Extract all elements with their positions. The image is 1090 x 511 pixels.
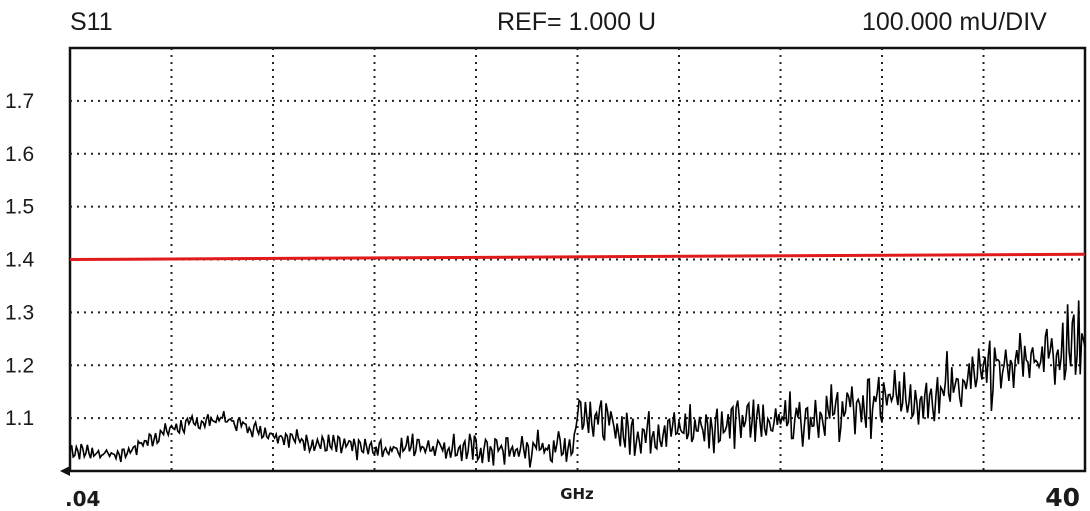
measured-trace <box>69 300 1086 468</box>
y-tick-label: 1.6 <box>5 143 34 166</box>
y-tick-label: 1.4 <box>5 249 35 272</box>
y-tick-label: 1.7 <box>5 90 34 113</box>
reference-line <box>69 252 1086 261</box>
x-axis-unit-label: GHz <box>560 485 594 503</box>
y-tick-label: 1.3 <box>5 301 34 324</box>
x-end-label: 40 <box>1045 483 1080 511</box>
reference-label: REF= 1.000 U <box>497 8 657 36</box>
y-tick-label: 1.1 <box>5 407 34 430</box>
parameter-label: S11 <box>70 8 113 36</box>
y-tick-label: 1.2 <box>5 354 34 377</box>
x-start-label: .04 <box>65 487 100 511</box>
marker-arrow <box>60 466 70 476</box>
y-tick-label: 1.5 <box>5 196 34 219</box>
scale-label: 100.000 mU/DIV <box>862 8 1047 36</box>
